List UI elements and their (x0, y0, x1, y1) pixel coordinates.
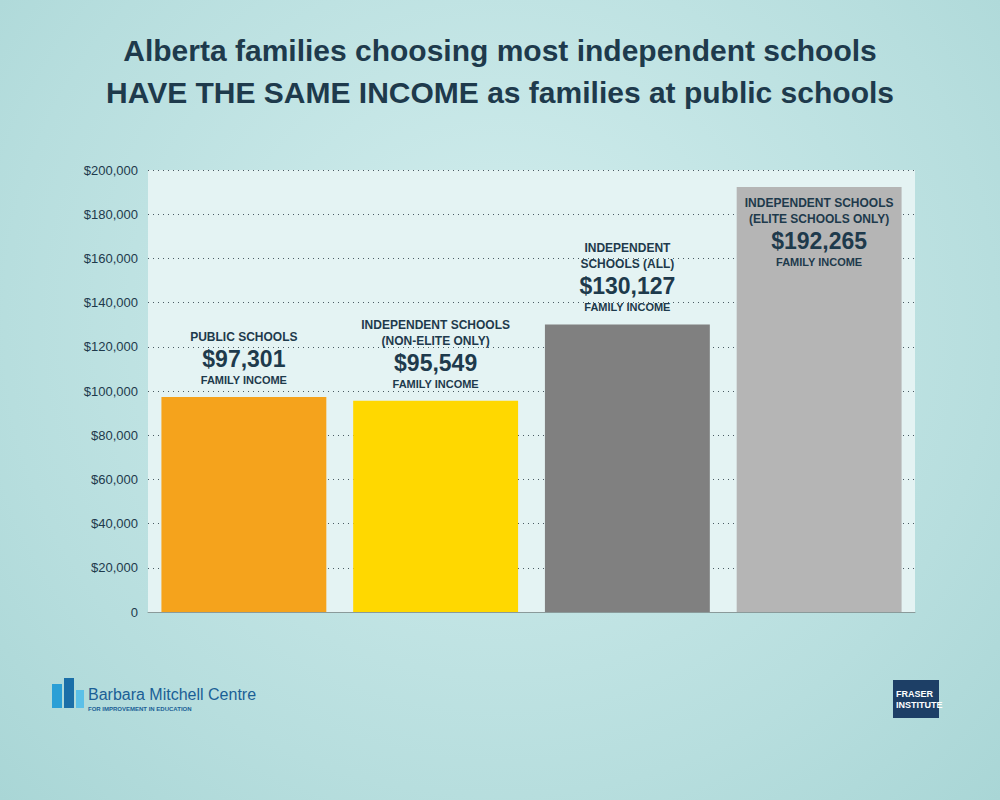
svg-text:$80,000: $80,000 (91, 428, 138, 443)
svg-text:$192,265: $192,265 (771, 228, 867, 254)
svg-text:$100,000: $100,000 (84, 384, 138, 399)
svg-text:$140,000: $140,000 (84, 295, 138, 310)
svg-text:INSTITUTE: INSTITUTE (896, 700, 943, 710)
svg-text:FRASER: FRASER (896, 689, 934, 699)
svg-text:Barbara Mitchell Centre: Barbara Mitchell Centre (88, 686, 256, 703)
svg-text:$180,000: $180,000 (84, 207, 138, 222)
svg-text:INDEPENDENT: INDEPENDENT (584, 241, 671, 255)
svg-text:Alberta families choosing most: Alberta families choosing most independe… (123, 34, 876, 67)
svg-text:0: 0 (131, 605, 138, 620)
svg-text:INDEPENDENT SCHOOLS: INDEPENDENT SCHOOLS (745, 196, 894, 210)
svg-text:FAMILY INCOME: FAMILY INCOME (201, 374, 287, 386)
svg-text:$160,000: $160,000 (84, 251, 138, 266)
svg-text:$120,000: $120,000 (84, 339, 138, 354)
svg-text:INDEPENDENT SCHOOLS: INDEPENDENT SCHOOLS (361, 318, 510, 332)
svg-text:FAMILY INCOME: FAMILY INCOME (393, 378, 479, 390)
svg-text:SCHOOLS (ALL): SCHOOLS (ALL) (580, 257, 674, 271)
svg-text:FOR IMPROVEMENT IN EDUCATION: FOR IMPROVEMENT IN EDUCATION (88, 706, 192, 712)
svg-text:$20,000: $20,000 (91, 560, 138, 575)
svg-text:(NON-ELITE ONLY): (NON-ELITE ONLY) (382, 334, 490, 348)
svg-text:PUBLIC SCHOOLS: PUBLIC SCHOOLS (190, 330, 297, 344)
svg-text:$97,301: $97,301 (202, 346, 285, 372)
svg-text:FAMILY INCOME: FAMILY INCOME (584, 301, 670, 313)
svg-text:HAVE THE SAME INCOME as famili: HAVE THE SAME INCOME as families at publ… (106, 76, 894, 109)
svg-text:$130,127: $130,127 (579, 273, 675, 299)
svg-text:FAMILY INCOME: FAMILY INCOME (776, 256, 862, 268)
svg-text:$40,000: $40,000 (91, 516, 138, 531)
svg-text:(ELITE SCHOOLS ONLY): (ELITE SCHOOLS ONLY) (749, 212, 889, 226)
svg-text:$60,000: $60,000 (91, 472, 138, 487)
svg-text:$95,549: $95,549 (394, 350, 477, 376)
svg-text:$200,000: $200,000 (84, 163, 138, 178)
